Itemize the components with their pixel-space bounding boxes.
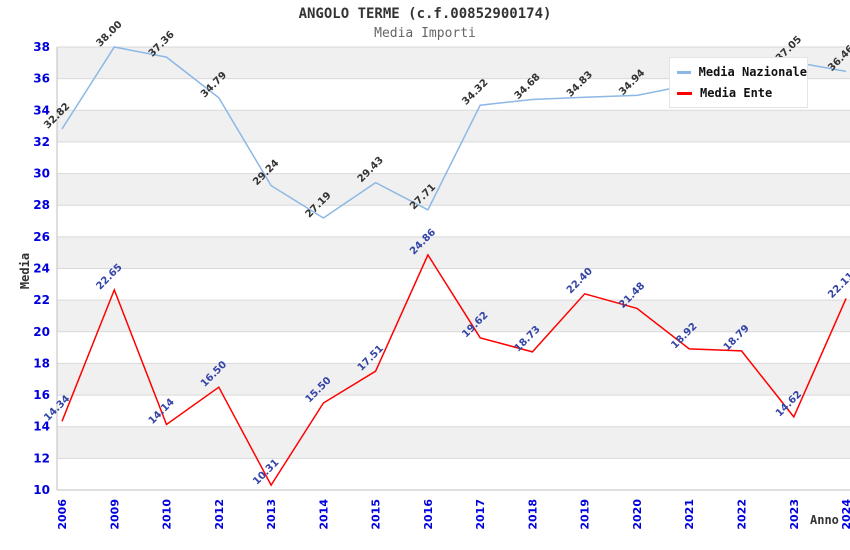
y-tick-label: 22 <box>33 293 50 307</box>
y-tick-label: 38 <box>33 40 50 54</box>
x-tick-label: 2020 <box>631 499 644 530</box>
x-tick-label: 2009 <box>108 499 121 530</box>
y-tick-label: 36 <box>33 72 50 86</box>
y-axis-title: Media <box>18 252 32 290</box>
x-tick-label: 2015 <box>370 499 383 530</box>
x-tick-label: 2014 <box>317 499 330 530</box>
y-tick-label: 30 <box>33 167 50 181</box>
legend-swatch-media-ente <box>677 91 692 95</box>
plot-band <box>57 205 850 237</box>
y-tick-label: 10 <box>33 483 50 497</box>
legend-label-media-ente: Media Ente <box>700 86 773 100</box>
legend-item-media-ente: Media Ente <box>677 86 807 100</box>
x-tick-label: 2021 <box>683 499 696 530</box>
x-tick-label: 2018 <box>526 499 539 530</box>
x-tick-label: 2023 <box>788 499 801 530</box>
x-tick-label: 2010 <box>161 499 174 530</box>
y-tick-label: 12 <box>33 451 50 465</box>
y-tick-label: 16 <box>33 388 50 402</box>
legend-item-media-nazionale: Media Nazionale <box>677 65 807 79</box>
y-tick-label: 34 <box>33 103 50 117</box>
y-tick-label: 14 <box>33 420 50 434</box>
x-tick-label: 2024 <box>840 499 850 530</box>
y-tick-label: 20 <box>33 325 50 339</box>
plot-band <box>57 236 850 269</box>
legend-label-media-nazionale: Media Nazionale <box>698 65 807 79</box>
x-tick-label: 2017 <box>474 499 487 530</box>
x-tick-label: 2006 <box>56 499 69 530</box>
plot-band <box>57 110 850 142</box>
x-tick-label: 2016 <box>422 499 435 530</box>
plot-band <box>57 426 850 459</box>
plot-band <box>57 458 850 490</box>
y-tick-label: 28 <box>33 198 50 212</box>
legend-swatch-media-nazionale <box>677 70 691 74</box>
y-tick-label: 18 <box>33 356 50 370</box>
x-axis-title: Anno <box>810 513 839 527</box>
x-tick-label: 2019 <box>579 499 592 530</box>
plot-band <box>57 300 850 332</box>
chart-title: ANGOLO TERME (c.f.00852900174) <box>298 6 552 22</box>
plot-band <box>57 331 850 364</box>
y-tick-label: 32 <box>33 135 50 149</box>
y-tick-label: 26 <box>33 230 50 244</box>
series-line-media-ente <box>61 253 847 487</box>
legend: Media Nazionale Media Ente <box>669 57 808 108</box>
plot-band <box>57 395 850 427</box>
x-tick-label: 2012 <box>213 499 226 530</box>
x-tick-label: 2013 <box>265 499 278 530</box>
x-tick-label: 2022 <box>736 499 749 530</box>
plot-band <box>57 173 850 206</box>
y-tick-label: 24 <box>33 262 50 276</box>
plot-band <box>57 363 850 396</box>
chart-subtitle: Media Importi <box>374 26 476 41</box>
